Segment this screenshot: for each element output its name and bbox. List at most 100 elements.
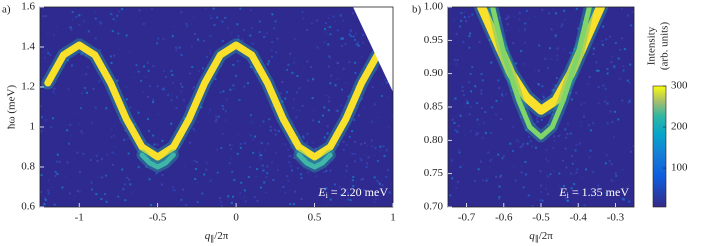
noise [151,7,154,10]
noise [201,192,204,195]
noise [474,133,477,136]
noise [523,41,526,44]
noise [363,189,366,192]
noise [197,40,200,43]
label: q∥/2π [529,230,553,243]
noise [359,99,362,102]
noise [191,65,194,68]
noise [117,32,120,35]
noise [53,87,56,90]
noise [222,90,225,93]
noise [550,57,553,60]
plot-background [40,7,393,207]
noise [457,124,460,127]
noise [387,96,390,99]
noise [247,176,250,179]
noise [353,106,356,109]
noise [541,199,544,202]
noise [69,134,72,137]
noise [254,135,257,138]
noise [554,35,557,38]
noise [473,179,476,182]
noise [614,42,617,45]
noise [633,144,634,147]
noise [575,159,578,162]
noise [262,120,265,123]
noise [564,147,567,150]
noise [244,200,247,203]
noise [123,138,126,141]
noise [522,143,525,146]
noise [269,125,272,128]
noise [128,51,131,54]
noise [316,46,319,49]
noise [263,35,266,38]
noise [479,160,482,163]
noise [367,156,370,159]
noise [328,55,331,58]
noise [385,175,388,178]
plot-area [40,7,393,207]
noise [480,107,483,110]
no-data-region [353,7,393,92]
y-tick-label: 0.6 [21,201,35,213]
noise [146,118,149,121]
noise [336,62,339,65]
noise [354,140,357,143]
noise [126,138,129,141]
noise [174,46,177,49]
noise [306,132,309,135]
noise [325,204,328,207]
noise [249,34,252,37]
noise [576,168,579,171]
noise [601,39,604,42]
noise [469,130,472,133]
noise [300,198,303,201]
noise [604,87,607,90]
noise [264,191,267,194]
noise [276,37,279,40]
noise [105,174,108,177]
noise [497,79,500,82]
noise [522,186,525,189]
noise [335,110,338,113]
noise [266,92,269,95]
noise [349,199,352,202]
noise [180,53,183,56]
noise [78,23,81,26]
noise [116,79,119,82]
frame [39,6,394,208]
noise [175,49,178,52]
noise [266,172,269,175]
noise [236,152,239,155]
noise [40,105,43,108]
noise [499,176,502,179]
noise [485,179,488,182]
noise [291,120,294,123]
noise [209,49,212,52]
noise [552,8,555,11]
noise [602,84,605,87]
noise [310,65,313,68]
noise [493,52,496,55]
noise [521,144,524,147]
noise [329,169,332,172]
noise [614,190,617,193]
noise [534,68,537,71]
noise [91,121,94,124]
noise [277,130,280,133]
colorbar-label: (arb. units) [659,22,671,71]
noise [282,186,285,189]
noise [591,194,594,197]
noise [597,184,600,187]
noise [105,200,108,203]
noise [209,35,212,38]
noise [611,121,614,124]
noise [498,16,501,19]
noise [357,44,360,47]
noise [237,133,240,136]
noise [61,186,64,189]
noise [243,29,246,32]
noise [311,142,314,145]
noise [456,130,459,133]
